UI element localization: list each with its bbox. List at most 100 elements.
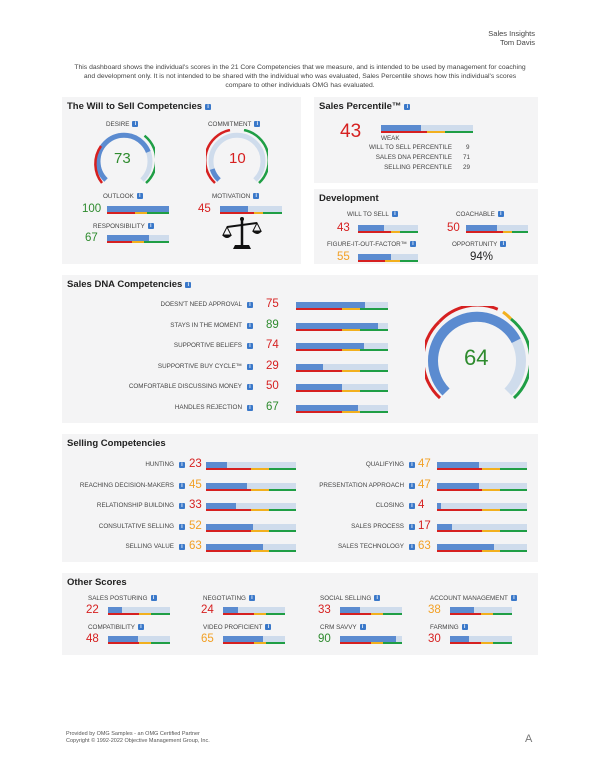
info-icon[interactable]: i (409, 544, 415, 550)
motivation-bar (220, 206, 282, 215)
other-score-bar (450, 636, 512, 645)
info-icon[interactable]: i (247, 404, 253, 411)
info-icon[interactable]: i (359, 624, 366, 630)
info-icon[interactable]: i (497, 211, 504, 217)
selling-row-label: REACHING DECISION-MAKERS (79, 481, 174, 489)
other-score-label: VIDEO PROFICIENT i (203, 624, 272, 631)
info-icon[interactable]: i (510, 595, 517, 601)
selling-row-value: 63 (189, 540, 202, 552)
dna-row-label: SUPPORTIVE BUY CYCLE™ (157, 362, 242, 370)
info-icon[interactable]: i (374, 595, 381, 601)
dna-row-bar (296, 384, 388, 393)
info-icon[interactable]: i (247, 343, 253, 349)
other-score-value: 33 (318, 604, 331, 616)
other-score-bar (223, 636, 285, 645)
outlook-value: 100 (82, 203, 102, 215)
info-icon[interactable]: i (247, 363, 253, 370)
info-icon[interactable]: i (265, 624, 272, 630)
selling-competencies-panel (62, 434, 538, 562)
info-icon[interactable]: i (247, 322, 253, 329)
other-score-label: ACCOUNT MANAGEMENT i (430, 595, 517, 602)
info-icon[interactable]: i (132, 121, 139, 127)
info-icon[interactable]: i (409, 503, 415, 509)
will-to-sell-title: The Will to Sell Competencies i (67, 101, 212, 112)
info-icon[interactable]: i (185, 282, 192, 288)
opportunity-label: OPPORTUNITY i (452, 241, 507, 248)
sales-percentile-bar (381, 125, 473, 134)
selling-row-value: 63 (418, 540, 431, 552)
outlook-label: OUTLOOK i (103, 193, 143, 200)
other-score-value: 22 (86, 604, 99, 616)
sales-percentile-rating: WEAK (381, 135, 400, 142)
footer-copyright: Copyright © 1992-2022 Objective Manageme… (66, 738, 210, 744)
info-icon[interactable]: i (404, 104, 411, 110)
info-icon[interactable]: i (179, 544, 185, 550)
motivation-value: 45 (198, 203, 211, 215)
selling-row-bar (437, 503, 527, 512)
info-icon[interactable]: i (254, 121, 261, 127)
info-icon[interactable]: i (136, 193, 143, 199)
figure-it-out-bar (358, 254, 418, 263)
other-score-label: FARMING i (430, 624, 468, 631)
info-icon[interactable]: i (500, 241, 507, 247)
info-icon[interactable]: i (391, 211, 398, 217)
info-icon[interactable]: i (205, 104, 212, 110)
selling-percentile-value: 29 (463, 164, 471, 171)
info-icon[interactable]: i (247, 384, 253, 390)
figure-it-out-label: FIGURE-IT-OUT-FACTOR™ i (327, 241, 416, 248)
info-icon[interactable]: i (248, 595, 255, 601)
info-icon[interactable]: i (247, 302, 253, 308)
selling-row-bar (437, 544, 527, 553)
responsibility-bar (107, 235, 169, 244)
other-score-value: 90 (318, 633, 331, 645)
selling-competencies-title: Selling Competencies (67, 438, 166, 449)
grade-letter: A (525, 733, 533, 745)
commitment-gauge (206, 129, 268, 184)
coachable-value: 50 (447, 222, 460, 234)
selling-row-bar (437, 523, 527, 533)
info-icon[interactable]: i (179, 503, 185, 509)
info-icon[interactable]: i (179, 462, 185, 468)
coachable-bar (466, 225, 528, 234)
other-score-label: SALES POSTURING i (88, 595, 157, 602)
info-icon[interactable]: i (150, 595, 157, 601)
other-score-bar (450, 607, 512, 616)
dna-row-value: 74 (266, 339, 279, 351)
info-icon[interactable]: i (409, 482, 415, 489)
selling-row-label: QUALIFYING (365, 461, 404, 468)
dev-will-to-sell-label: WILL TO SELL i (347, 211, 398, 218)
selling-row-bar (206, 503, 296, 512)
sales-percentile-title: Sales Percentile™ i (319, 101, 411, 112)
selling-row-value: 52 (189, 519, 202, 532)
dev-will-to-sell-bar (358, 225, 418, 234)
responsibility-value: 67 (85, 232, 98, 244)
dna-row-label: HANDLES REJECTION (174, 403, 242, 411)
other-score-label-text: CRM SAVVY (320, 624, 357, 631)
balance-scale-icon (222, 217, 262, 249)
selling-row-label: CONSULTATIVE SELLING (98, 522, 174, 530)
info-icon[interactable]: i (409, 523, 415, 530)
other-score-label-text: COMPATIBILITY (88, 624, 135, 631)
dna-row-label: SUPPORTIVE BELIEFS (173, 342, 242, 349)
info-icon[interactable]: i (147, 223, 154, 229)
commitment-label: COMMITMENT i (208, 121, 261, 128)
info-icon[interactable]: i (253, 193, 260, 199)
info-icon[interactable]: i (138, 624, 144, 630)
dna-row-value: 89 (266, 318, 279, 331)
selling-row-value: 45 (189, 478, 202, 491)
info-icon[interactable]: i (409, 462, 415, 468)
selling-row-value: 33 (189, 499, 202, 511)
motivation-label: MOTIVATION i (212, 193, 260, 200)
info-icon[interactable]: i (461, 624, 468, 630)
other-score-value: 24 (201, 604, 214, 616)
other-scores-title: Other Scores (67, 577, 127, 588)
info-icon[interactable]: i (179, 482, 185, 489)
dna-row-bar (296, 404, 388, 414)
info-icon[interactable]: i (410, 241, 416, 247)
sales-dna-title: Sales DNA Competencies i (67, 279, 192, 290)
selling-percentile-label: SELLING PERCENTILE (384, 164, 452, 171)
info-icon[interactable]: i (179, 523, 185, 530)
other-score-label: COMPATIBILITY i (88, 624, 144, 631)
selling-row-bar (206, 544, 296, 553)
other-score-value: 30 (428, 633, 441, 645)
